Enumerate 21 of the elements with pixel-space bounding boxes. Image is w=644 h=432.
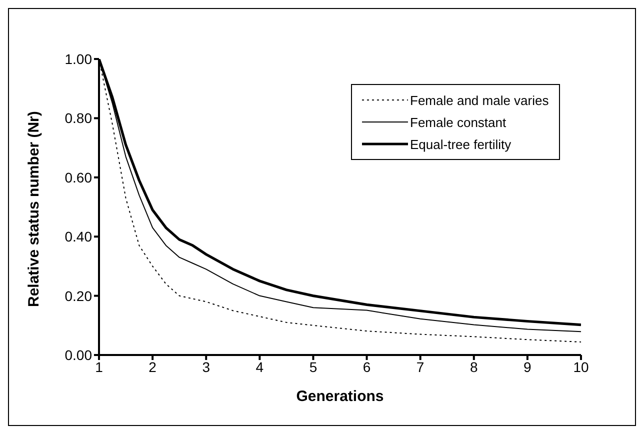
y-tick-label: 1.00 bbox=[64, 50, 92, 67]
y-tick-label: 0.40 bbox=[64, 228, 92, 245]
y-tick-label: 0.60 bbox=[64, 169, 92, 186]
x-tick-label: 2 bbox=[148, 358, 157, 375]
x-tick-label: 1 bbox=[95, 358, 104, 375]
y-tick-label: 0.20 bbox=[64, 288, 92, 304]
x-tick-label: 7 bbox=[416, 358, 424, 375]
legend-label: Female constant bbox=[410, 114, 506, 130]
x-tick-label: 4 bbox=[256, 358, 264, 375]
y-tick-label: 0.80 bbox=[64, 110, 92, 126]
x-axis-title: Generations bbox=[296, 388, 384, 405]
y-tick-label: 0.00 bbox=[64, 346, 92, 363]
legend-label: Equal-tree fertility bbox=[410, 136, 512, 152]
y-axis-title: Relative status number (Nr) bbox=[25, 111, 42, 307]
x-tick-label: 3 bbox=[202, 358, 210, 375]
x-tick-label: 6 bbox=[362, 358, 371, 375]
x-tick-label: 5 bbox=[309, 358, 318, 375]
x-tick-label: 10 bbox=[573, 358, 589, 375]
legend-label: Female and male varies bbox=[410, 92, 549, 108]
x-tick-label: 9 bbox=[524, 358, 532, 375]
x-tick-label: 8 bbox=[470, 358, 478, 375]
